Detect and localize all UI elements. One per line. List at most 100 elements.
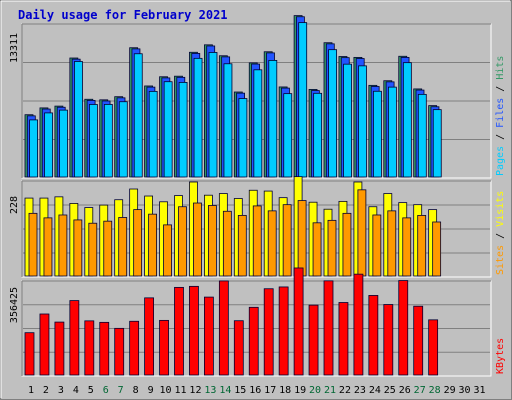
bar-sites xyxy=(312,222,322,277)
bar-kbytes xyxy=(174,286,184,376)
bar-sites xyxy=(387,210,397,277)
bar-kbytes xyxy=(69,300,80,376)
bar-kbytes xyxy=(428,319,439,376)
legend-entry: Pages xyxy=(495,146,506,176)
x-tick-label: 23 xyxy=(354,385,366,396)
x-tick-label: 27 xyxy=(414,385,426,396)
bar-sites xyxy=(88,222,98,277)
series-pages xyxy=(29,22,442,178)
x-tick-label: 3 xyxy=(58,385,64,396)
bar-kbytes xyxy=(323,280,334,376)
bar-pages xyxy=(148,90,158,178)
bar-kbytes xyxy=(189,285,199,376)
bar-pages xyxy=(29,119,39,178)
x-tick-label: 5 xyxy=(88,385,94,396)
series-kbytes xyxy=(24,267,439,376)
x-axis-labels: 1 2 3 4 5 6 7 8 9 10 11 12 13 14 15 16 17 18 19 20 21 22 23 24 2… xyxy=(28,385,486,396)
bar-sites xyxy=(163,224,172,277)
x-tick-label: 14 xyxy=(219,385,231,396)
y-max-labels: 13311 228 356425 xyxy=(9,33,20,323)
bar-pages xyxy=(118,101,128,178)
bar-pages xyxy=(238,98,248,178)
legend-entry: Files xyxy=(495,98,506,128)
bar-pages xyxy=(298,22,308,178)
bar-sites xyxy=(357,189,367,277)
bar-sites xyxy=(73,219,83,277)
bar-pages xyxy=(328,49,338,178)
bar-pages xyxy=(89,104,98,178)
x-tick-label: 9 xyxy=(148,385,154,396)
bar-sites xyxy=(237,214,247,277)
bar-sites xyxy=(282,204,292,277)
x-tick-label: 8 xyxy=(133,385,139,396)
x-tick-label: 11 xyxy=(174,385,186,396)
x-tick-label: 25 xyxy=(384,385,396,396)
x-tick-label: 12 xyxy=(189,385,201,396)
bar-kbytes xyxy=(114,327,125,376)
bars-layer xyxy=(24,15,442,376)
legend-text: Pages / Files / Hits xyxy=(495,56,506,176)
x-tick-label: 18 xyxy=(279,385,291,396)
bar-pages xyxy=(178,82,188,178)
legend-entry: Hits xyxy=(495,56,506,80)
bar-kbytes xyxy=(84,320,95,376)
x-tick-label: 4 xyxy=(73,385,79,396)
bar-pages xyxy=(223,63,233,178)
x-tick-label: 1 xyxy=(28,385,34,396)
bar-sites xyxy=(327,219,337,277)
bar-sites xyxy=(148,213,158,277)
bar-pages xyxy=(208,52,218,178)
bar-kbytes xyxy=(203,296,214,376)
bar-sites xyxy=(222,210,232,277)
x-tick-label: 30 xyxy=(459,385,471,396)
bar-pages xyxy=(432,109,442,178)
bar-kbytes xyxy=(144,297,155,376)
legend-hits-files-pages: Pages / Files / Hits xyxy=(495,56,506,176)
bar-sites xyxy=(252,205,262,277)
bar-pages xyxy=(417,93,427,178)
x-tick-label: 21 xyxy=(324,385,336,396)
bar-pages xyxy=(283,93,293,178)
bar-pages xyxy=(373,90,382,178)
x-tick-label: 29 xyxy=(444,385,456,396)
bar-pages xyxy=(163,81,173,178)
chart-title: Daily usage for February 2021 xyxy=(18,8,228,22)
bar-pages xyxy=(59,109,68,178)
bar-sites xyxy=(402,217,412,277)
bar-sites xyxy=(103,220,113,277)
bar-pages xyxy=(103,104,113,178)
y-max-label: 228 xyxy=(9,196,20,214)
bar-pages xyxy=(133,53,143,178)
x-tick-label: 16 xyxy=(249,385,261,396)
bar-kbytes xyxy=(368,295,379,376)
bar-sites xyxy=(417,214,427,277)
bar-pages xyxy=(268,60,278,178)
y-max-label: 13311 xyxy=(9,33,20,63)
bar-pages xyxy=(358,65,367,178)
x-tick-label: 22 xyxy=(339,385,351,396)
bar-sites xyxy=(28,212,38,277)
bar-kbytes xyxy=(263,288,274,376)
bar-sites xyxy=(178,206,187,277)
bar-sites xyxy=(43,217,53,277)
x-tick-label: 20 xyxy=(309,385,321,396)
bar-sites xyxy=(432,221,442,277)
bar-pages xyxy=(44,112,53,178)
bar-pages xyxy=(193,57,203,178)
bar-sites xyxy=(133,209,143,277)
x-tick-label: 26 xyxy=(399,385,411,396)
legend-entry: Sites xyxy=(495,245,506,275)
bar-pages xyxy=(402,62,412,178)
bar-sites xyxy=(297,200,307,277)
legend-entry: KBytes xyxy=(495,338,506,374)
bar-kbytes xyxy=(383,304,394,376)
bar-kbytes xyxy=(218,280,229,376)
bar-pages xyxy=(253,69,263,178)
bar-kbytes xyxy=(353,273,364,376)
bar-kbytes xyxy=(413,305,424,376)
bar-sites xyxy=(372,214,382,277)
bar-kbytes xyxy=(129,320,140,376)
bar-pages xyxy=(74,61,83,178)
bar-sites xyxy=(342,212,352,277)
bar-kbytes xyxy=(99,321,110,376)
